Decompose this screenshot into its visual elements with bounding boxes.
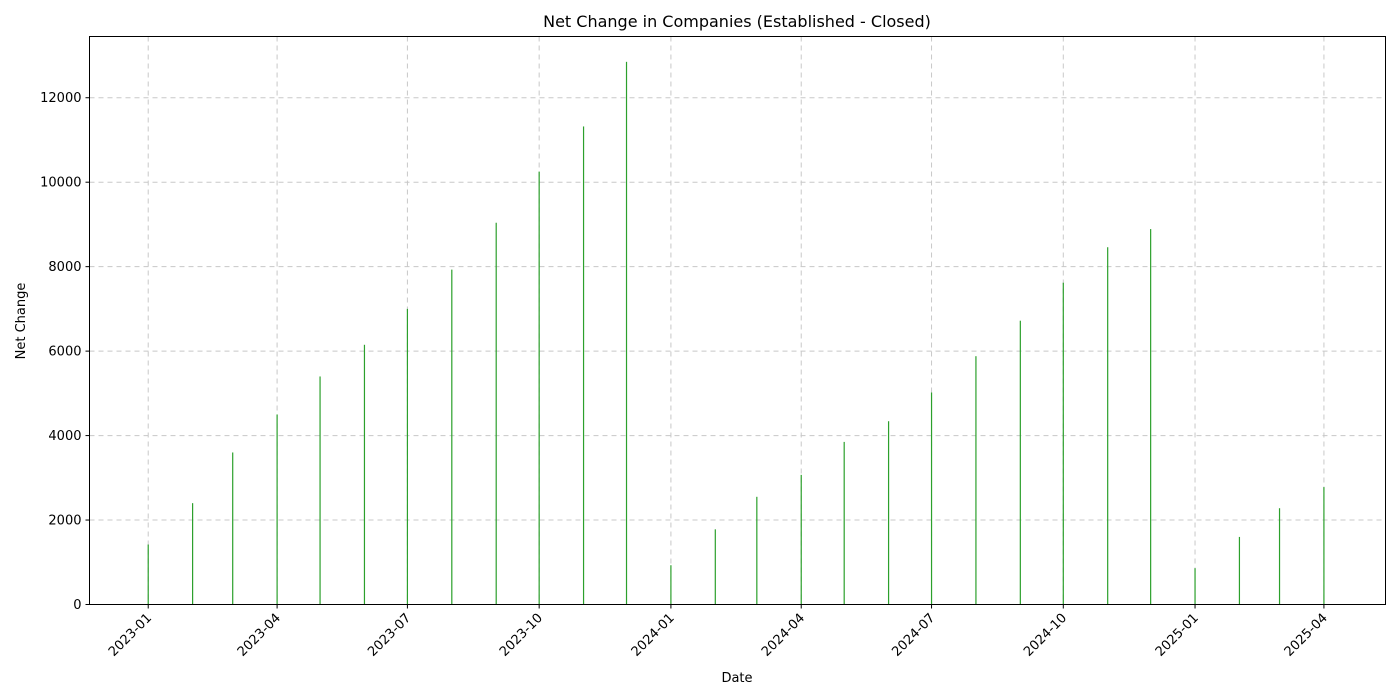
y-tick-label: 0 bbox=[73, 598, 81, 613]
x-tick-label: 2023-07 bbox=[365, 611, 414, 660]
bar bbox=[1062, 282, 1064, 605]
bar bbox=[232, 452, 234, 605]
x-tick-label: 2023-04 bbox=[235, 611, 284, 660]
bar bbox=[1238, 536, 1241, 605]
y-tick-label: 12000 bbox=[40, 91, 81, 106]
plot-frame bbox=[89, 36, 1386, 605]
x-tick-label: 2023-01 bbox=[106, 611, 155, 660]
bar bbox=[451, 269, 453, 605]
gridlines bbox=[89, 36, 1386, 605]
x-tick-label: 2024-07 bbox=[889, 611, 938, 660]
x-axis-label: Date bbox=[721, 671, 752, 686]
y-tick-label: 10000 bbox=[40, 176, 81, 191]
x-axis-ticks: 2023-01 2023-04 2023-07 2023-10 2024-01 2024-… bbox=[106, 604, 1331, 660]
bar bbox=[1150, 229, 1152, 605]
bar bbox=[1278, 508, 1281, 605]
bar bbox=[843, 441, 845, 605]
bar bbox=[887, 421, 890, 605]
bar bbox=[582, 126, 585, 605]
bar bbox=[495, 222, 497, 605]
bar bbox=[1019, 320, 1021, 605]
y-tick-label: 8000 bbox=[48, 260, 81, 275]
bar bbox=[800, 474, 802, 605]
bar bbox=[319, 376, 321, 605]
x-tick-label: 2025-04 bbox=[1282, 611, 1331, 660]
bar bbox=[670, 565, 672, 605]
bar bbox=[406, 308, 409, 605]
bar bbox=[1323, 487, 1325, 605]
bar bbox=[975, 356, 977, 605]
chart-title: Net Change in Companies (Established - C… bbox=[543, 12, 931, 31]
x-tick-label: 2024-01 bbox=[629, 611, 678, 660]
bar bbox=[1107, 247, 1109, 605]
bar bbox=[147, 544, 149, 605]
y-tick-label: 6000 bbox=[48, 345, 81, 360]
bar bbox=[276, 414, 278, 605]
bar bbox=[625, 61, 628, 605]
y-axis-label: Net Change bbox=[14, 283, 29, 360]
x-tick-label: 2023-10 bbox=[497, 611, 546, 660]
bar bbox=[930, 392, 933, 605]
bar bbox=[538, 171, 540, 605]
bar bbox=[192, 503, 194, 605]
y-axis-ticks: 0 2000 4000 6000 8000 10000 12000 bbox=[40, 91, 90, 613]
x-tick-label: 2025-01 bbox=[1153, 611, 1202, 660]
bar bbox=[1194, 568, 1196, 605]
bar bbox=[756, 496, 758, 605]
bar bbox=[714, 529, 716, 605]
y-tick-label: 4000 bbox=[48, 429, 81, 444]
y-tick-label: 2000 bbox=[48, 514, 81, 529]
bars bbox=[147, 61, 1325, 605]
x-tick-label: 2024-10 bbox=[1021, 611, 1070, 660]
bar bbox=[363, 344, 366, 605]
x-tick-label: 2024-04 bbox=[759, 611, 808, 660]
